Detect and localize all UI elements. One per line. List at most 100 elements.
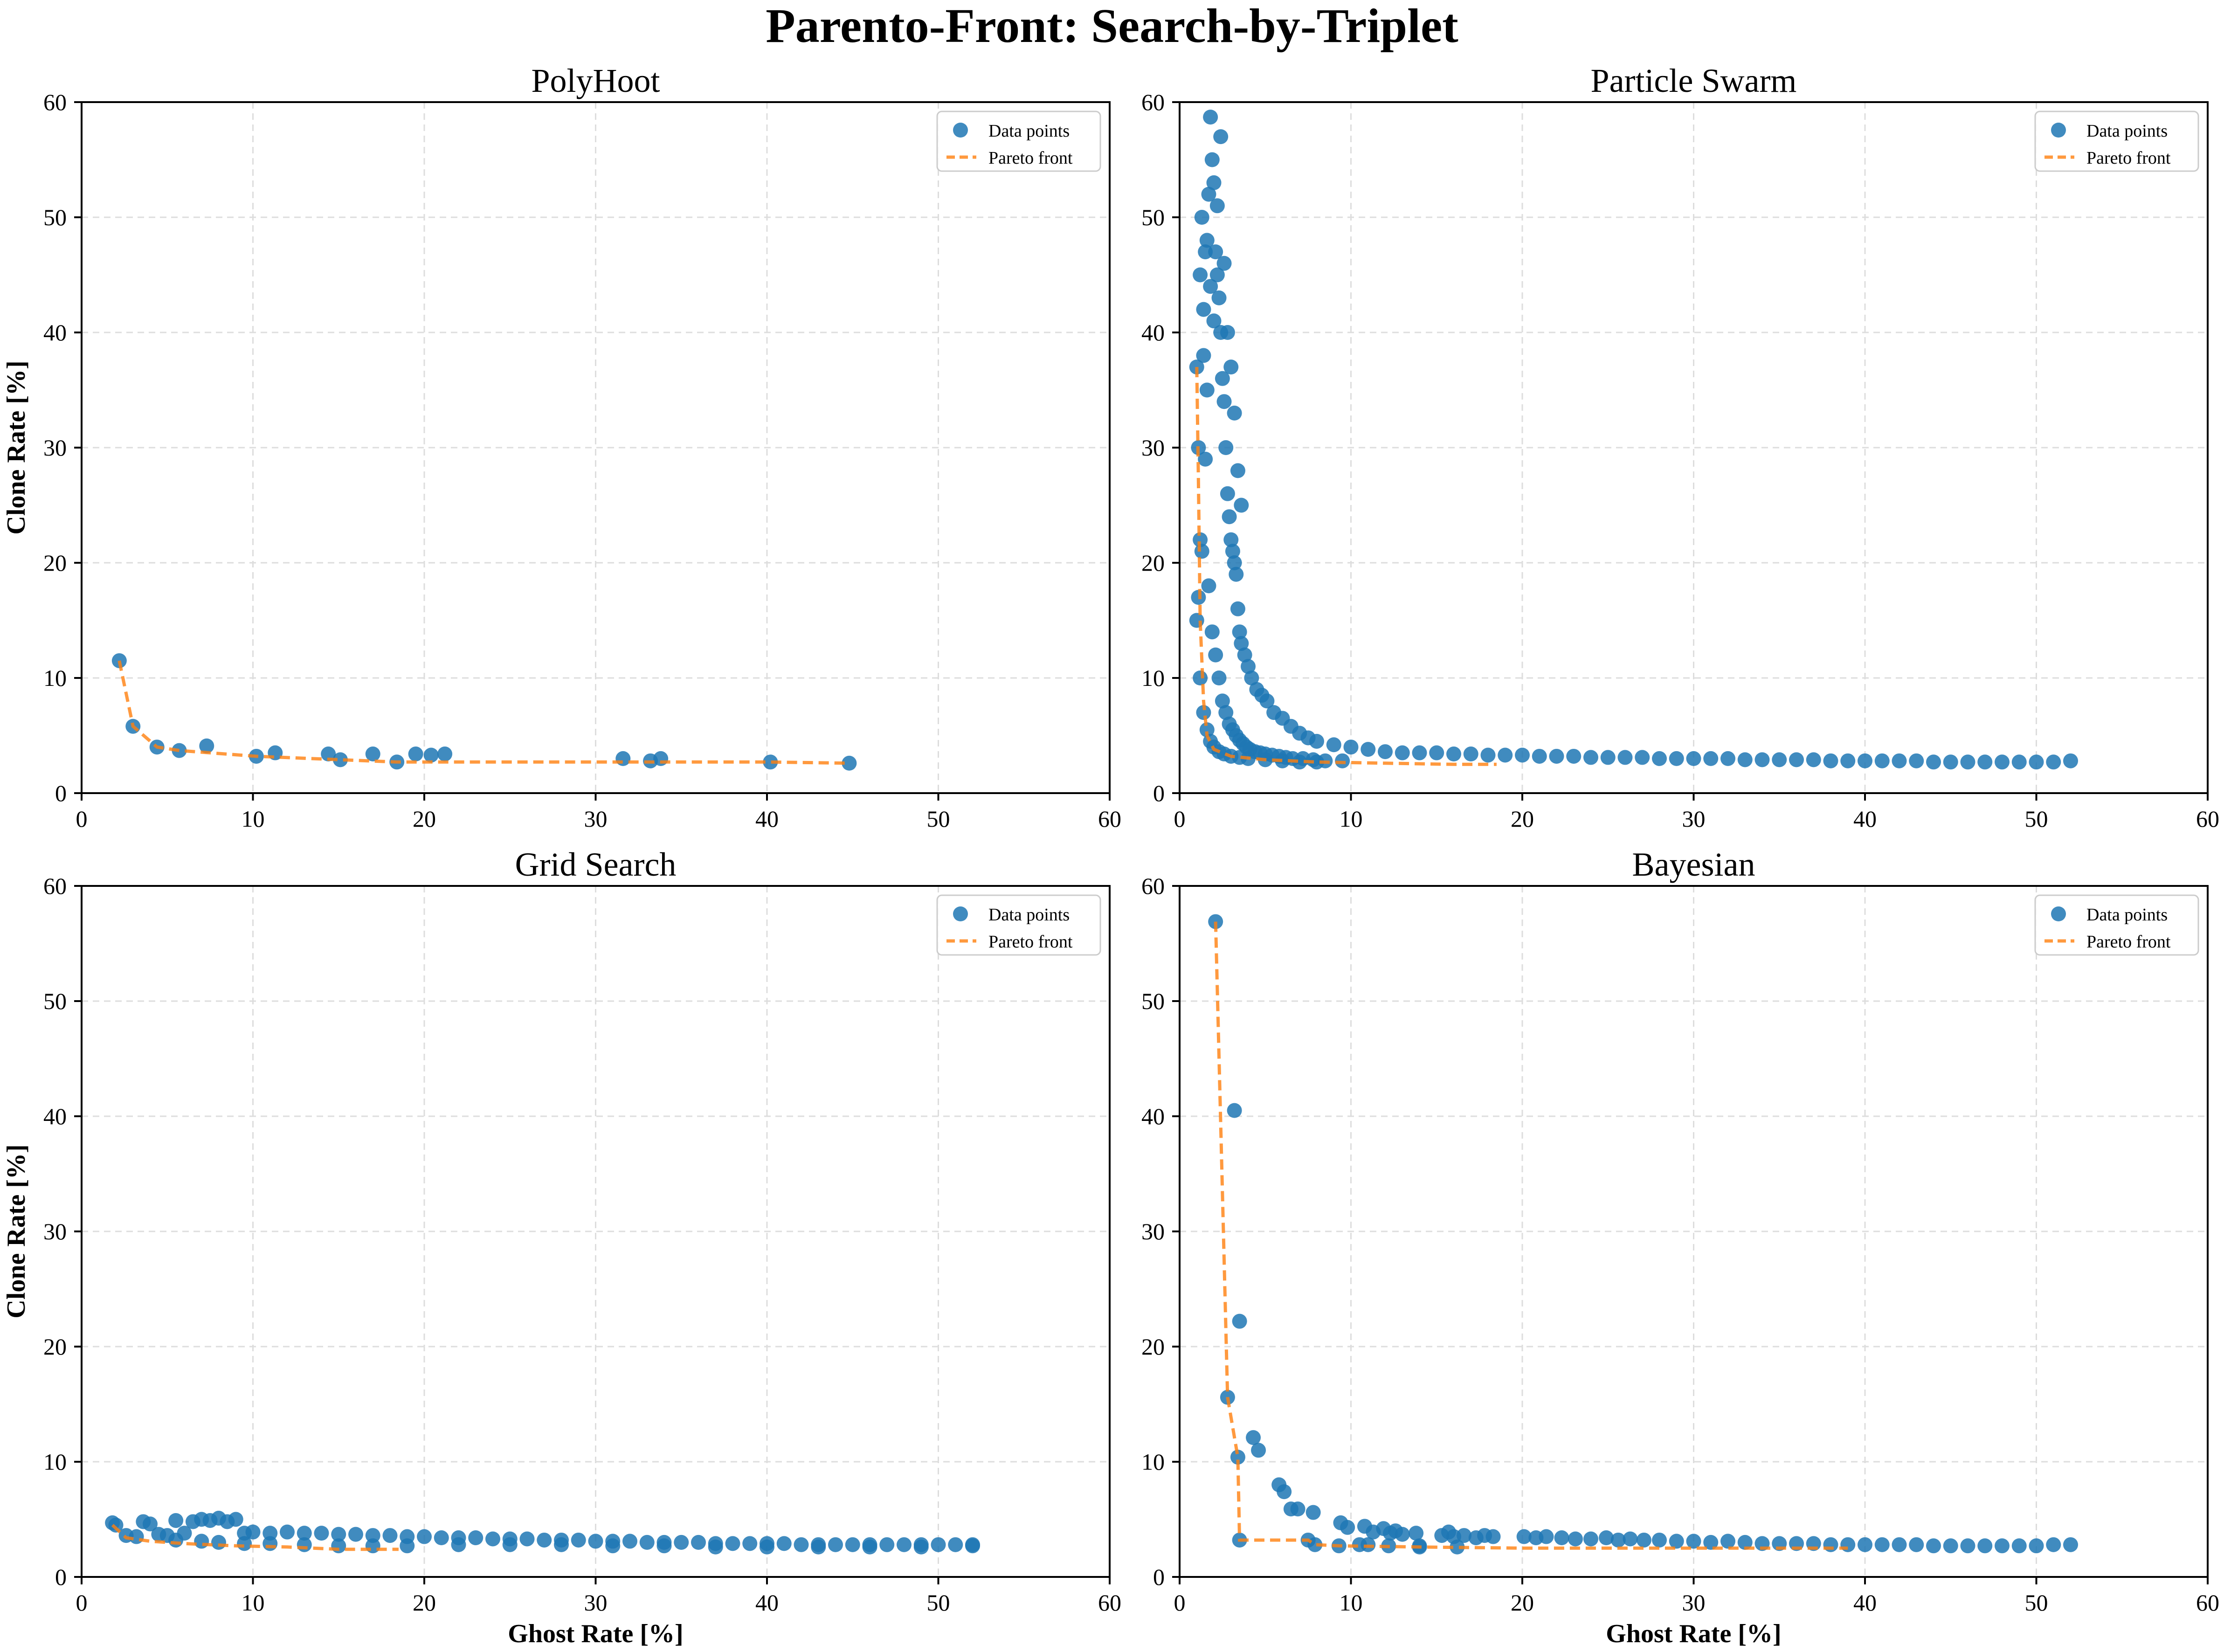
data-point	[1275, 753, 1290, 768]
data-point	[2063, 753, 2078, 768]
data-point	[1703, 1534, 1719, 1550]
x-tick-label: 20	[1511, 806, 1534, 832]
y-tick-label: 50	[1141, 204, 1165, 230]
data-point	[1395, 745, 1410, 760]
data-point	[1232, 624, 1247, 640]
data-point	[1485, 1529, 1501, 1544]
data-point	[1446, 747, 1461, 762]
data-point	[1960, 754, 1975, 770]
data-point	[1244, 670, 1259, 685]
x-tick-label: 20	[413, 1590, 436, 1616]
data-point	[1194, 544, 1209, 559]
y-tick-label: 50	[1141, 988, 1165, 1014]
data-point	[1277, 1484, 1292, 1500]
data-point	[1457, 1528, 1472, 1543]
legend: Data points Pareto front	[2034, 894, 2199, 956]
data-point	[1617, 750, 1633, 765]
x-tick-label: 40	[1853, 1590, 1877, 1616]
subplot-grid-search: 0 10 20 30 40 50 60 0 10 20 30 40 50 60 Grid Search Gho…	[2, 846, 1121, 1648]
data-point	[1409, 1526, 1424, 1541]
data-point	[365, 747, 380, 762]
data-point	[1225, 544, 1240, 559]
data-point	[228, 1512, 243, 1527]
data-point	[1599, 1530, 1614, 1546]
data-point	[1206, 313, 1222, 329]
data-point	[1720, 1534, 1735, 1549]
data-point	[879, 1537, 895, 1552]
data-point	[1194, 210, 1209, 225]
data-point	[674, 1534, 689, 1550]
data-point	[1208, 647, 1223, 663]
data-point	[1237, 647, 1252, 663]
data-point	[760, 1539, 774, 1555]
data-point	[1412, 745, 1427, 760]
data-point	[1241, 659, 1256, 674]
y-tick-label: 0	[1153, 1564, 1165, 1590]
data-point	[1216, 256, 1232, 271]
data-point	[1772, 752, 1787, 767]
data-point	[1395, 1527, 1410, 1542]
data-point	[1480, 747, 1496, 763]
y-tick-label: 50	[43, 988, 67, 1014]
data-point	[913, 1539, 929, 1555]
y-tick-label: 0	[55, 780, 67, 806]
data-point	[1909, 753, 1924, 768]
data-point	[382, 1528, 398, 1543]
data-point	[437, 747, 453, 762]
data-point	[1926, 754, 1941, 770]
y-tick-label: 40	[1141, 1103, 1165, 1129]
y-tick-label: 20	[43, 1334, 67, 1360]
data-point	[199, 738, 214, 753]
x-tick-label: 0	[76, 806, 88, 832]
data-point	[331, 1527, 346, 1542]
data-point	[468, 1530, 483, 1546]
data-point	[245, 1524, 261, 1540]
data-point	[622, 1534, 637, 1549]
subplot-title: PolyHoot	[531, 62, 660, 99]
data-point	[1943, 1538, 1958, 1554]
data-point	[1568, 1531, 1583, 1547]
data-point	[897, 1537, 912, 1552]
legend-marker-points	[2051, 123, 2066, 138]
y-tick-label: 50	[43, 204, 67, 230]
data-point	[725, 1536, 740, 1551]
pareto-front-line	[117, 660, 850, 765]
x-tick-label: 30	[584, 806, 608, 832]
x-tick-label: 10	[1340, 1590, 1363, 1616]
data-point	[656, 1538, 672, 1554]
data-point	[811, 1539, 826, 1555]
data-point	[262, 1536, 278, 1551]
subplot-polyhoot: 0 10 20 30 40 50 60 0 10 20 30 40 50 60 PolyHoot Clone …	[2, 62, 1121, 832]
data-point	[297, 1537, 312, 1552]
data-point	[1193, 267, 1208, 283]
legend-box	[2034, 111, 2199, 172]
data-point	[1211, 290, 1227, 305]
x-tick-label: 60	[2196, 1590, 2219, 1616]
data-point	[948, 1537, 963, 1552]
data-point	[691, 1534, 706, 1550]
data-point	[1754, 752, 1770, 767]
data-point	[1227, 405, 1242, 421]
data-point	[1234, 636, 1249, 651]
data-point	[1309, 733, 1324, 749]
data-point	[1840, 1537, 1856, 1552]
data-point	[262, 1526, 278, 1541]
data-point	[1874, 753, 1890, 768]
data-point	[2046, 1537, 2061, 1552]
legend: Data points Pareto front	[2034, 111, 2199, 172]
data-point	[1909, 1537, 1924, 1552]
data-point	[111, 653, 127, 668]
data-point	[862, 1539, 877, 1555]
subplot-title: Particle Swarm	[1591, 62, 1797, 99]
y-tick-label: 60	[1141, 89, 1165, 115]
data-point	[172, 743, 187, 758]
y-tick-label: 30	[1141, 435, 1165, 461]
data-point	[2063, 1537, 2078, 1552]
data-point	[1554, 1530, 1569, 1546]
subplot-title: Grid Search	[515, 846, 677, 883]
data-point	[423, 747, 439, 763]
subplot-bayesian: 0 10 20 30 40 50 60 0 10 20 30 40 50 60 Bayesian Ghost …	[1141, 846, 2219, 1648]
y-tick-label: 30	[1141, 1218, 1165, 1244]
